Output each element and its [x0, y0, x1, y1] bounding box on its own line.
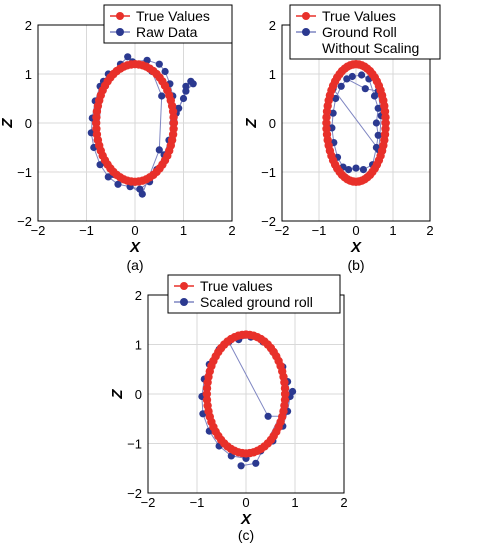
legend-label-line: Without Scaling	[322, 40, 419, 56]
data-point	[264, 412, 272, 420]
y-axis-label: Z	[243, 118, 260, 129]
y-tick-label: 0	[269, 116, 276, 131]
data-point	[345, 166, 353, 174]
y-tick-label: 2	[269, 18, 276, 33]
plot-area	[87, 53, 197, 198]
y-axis-label: Z	[109, 389, 126, 400]
x-tick-label: 1	[389, 223, 396, 238]
y-tick-label: 1	[25, 67, 32, 82]
data-point	[348, 72, 356, 81]
x-tick-label: 0	[352, 223, 359, 238]
legend-label: True Values	[322, 8, 396, 24]
data-point	[182, 87, 190, 95]
legend-label: Scaled ground roll	[200, 294, 313, 310]
data-point	[343, 75, 351, 83]
data-point	[155, 60, 163, 68]
data-point	[158, 92, 166, 100]
y-tick-label: 2	[135, 288, 142, 303]
data-point	[138, 190, 146, 198]
plot-area	[322, 59, 390, 186]
legend-swatch-marker	[116, 28, 124, 36]
x-tick-label: −2	[31, 223, 46, 238]
legend-label-line: Ground Roll	[322, 24, 397, 40]
x-tick-label: 0	[242, 495, 249, 510]
legend-label: True values	[200, 278, 273, 294]
x-tick-label: −1	[312, 223, 327, 238]
x-tick-label: −2	[275, 223, 290, 238]
y-tick-label: 1	[269, 67, 276, 82]
x-tick-label: −1	[79, 223, 94, 238]
legend-label: Raw Data	[136, 24, 198, 40]
x-tick-label: 1	[291, 495, 298, 510]
true-value-point	[322, 118, 331, 128]
data-point	[329, 109, 337, 117]
y-axis-label: Z	[0, 118, 16, 129]
x-axis-label: X	[240, 511, 252, 528]
y-tick-label: −1	[261, 165, 276, 180]
panel-label: (c)	[238, 527, 254, 543]
x-tick-label: −2	[141, 495, 156, 510]
data-point	[161, 67, 169, 76]
data-point	[289, 387, 297, 396]
data-point	[374, 104, 382, 112]
panel-label: (a)	[126, 257, 143, 273]
panel-label: (b)	[347, 257, 364, 273]
x-axis-label: X	[129, 239, 141, 256]
x-tick-label: 1	[180, 223, 187, 238]
true-value-point	[381, 124, 390, 133]
data-point	[179, 94, 188, 103]
data-point	[358, 71, 366, 79]
x-tick-label: 0	[131, 223, 138, 238]
data-point	[372, 119, 380, 127]
y-tick-label: −2	[127, 486, 142, 501]
legend-box	[167, 274, 341, 314]
data-point	[155, 146, 163, 154]
legend-label: Ground Roll Without Scaling	[322, 24, 419, 56]
data-point	[374, 131, 382, 139]
true-value-point	[322, 113, 331, 122]
y-tick-label: 0	[25, 116, 32, 131]
y-tick-label: 2	[25, 18, 32, 33]
y-tick-label: −2	[17, 214, 32, 229]
data-point	[337, 82, 345, 90]
data-point	[359, 166, 367, 174]
plot-area	[198, 330, 297, 470]
true-value-point	[169, 118, 178, 128]
legend-label: True Values	[136, 8, 210, 24]
data-point	[114, 180, 122, 188]
x-tick-label: 2	[340, 495, 347, 510]
data-point	[352, 164, 360, 172]
legend-swatch-marker	[116, 12, 124, 20]
x-tick-label: 2	[426, 223, 433, 238]
y-tick-label: −1	[127, 437, 142, 452]
y-tick-label: −1	[17, 165, 32, 180]
y-tick-label: −2	[261, 214, 276, 229]
data-point	[189, 80, 197, 88]
legend-box	[103, 4, 233, 44]
x-tick-label: 2	[228, 223, 235, 238]
legend-swatch-marker	[180, 298, 188, 306]
legend-swatch-marker	[302, 12, 310, 20]
data-point	[237, 462, 245, 470]
data-point	[361, 85, 369, 93]
legend-swatch-marker	[302, 28, 310, 36]
x-tick-label: −1	[190, 495, 205, 510]
x-axis-label: X	[350, 239, 362, 256]
true-value-point	[381, 118, 390, 128]
y-tick-label: 1	[135, 338, 142, 353]
y-tick-label: 0	[135, 387, 142, 402]
data-point	[252, 459, 260, 467]
data-point	[124, 53, 132, 61]
legend-swatch-marker	[180, 282, 188, 290]
true-value-point	[281, 389, 290, 399]
